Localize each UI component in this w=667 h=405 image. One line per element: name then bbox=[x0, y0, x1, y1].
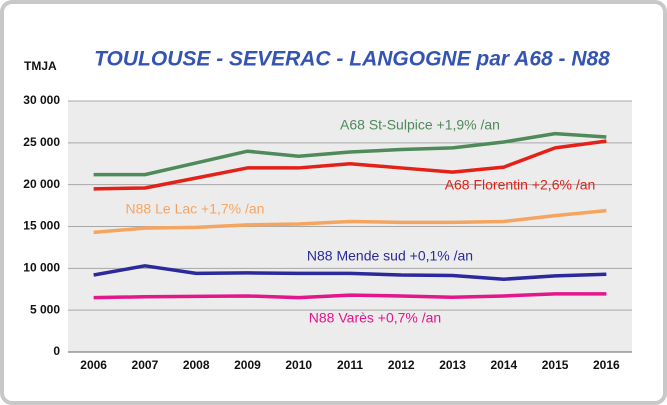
x-tick-label: 2014 bbox=[490, 358, 517, 372]
series-label: N88 Le Lac +1,7% /an bbox=[126, 201, 265, 217]
y-tick-label: 30 000 bbox=[23, 93, 60, 107]
series-label: N88 Mende sud +0,1% /an bbox=[307, 248, 473, 264]
y-tick-label: 0 bbox=[53, 344, 60, 358]
y-tick-label: 5 000 bbox=[30, 302, 60, 316]
x-tick-label: 2013 bbox=[439, 358, 466, 372]
series-line bbox=[93, 139, 607, 191]
y-tick-label: 25 000 bbox=[23, 135, 60, 149]
chart-title: TOULOUSE - SEVERAC - LANGOGNE par A68 - … bbox=[94, 48, 610, 71]
y-tick-label: 15 000 bbox=[23, 219, 60, 233]
x-tick-label: 2007 bbox=[132, 358, 159, 372]
x-tick-label: 2010 bbox=[285, 358, 312, 372]
x-tick-label: 2006 bbox=[80, 358, 107, 372]
series-label: N88 Varès +0,7% /an bbox=[309, 310, 441, 326]
series-line bbox=[93, 264, 607, 281]
series-line bbox=[93, 292, 607, 300]
x-tick-label: 2012 bbox=[388, 358, 415, 372]
series-label: A68 Florentin +2,6% /an bbox=[445, 177, 596, 193]
series-label: A68 St-Sulpice +1,9% /an bbox=[340, 117, 500, 133]
y-tick-label: 20 000 bbox=[23, 177, 60, 191]
x-tick-label: 2015 bbox=[542, 358, 569, 372]
y-axis-label: TMJA bbox=[24, 59, 57, 73]
series-line bbox=[93, 208, 607, 235]
x-tick-label: 2009 bbox=[234, 358, 261, 372]
x-tick-label: 2008 bbox=[183, 358, 210, 372]
y-tick-label: 10 000 bbox=[23, 261, 60, 275]
x-tick-label: 2011 bbox=[337, 358, 363, 372]
series-line bbox=[93, 131, 607, 177]
x-tick-label: 2016 bbox=[593, 358, 620, 372]
